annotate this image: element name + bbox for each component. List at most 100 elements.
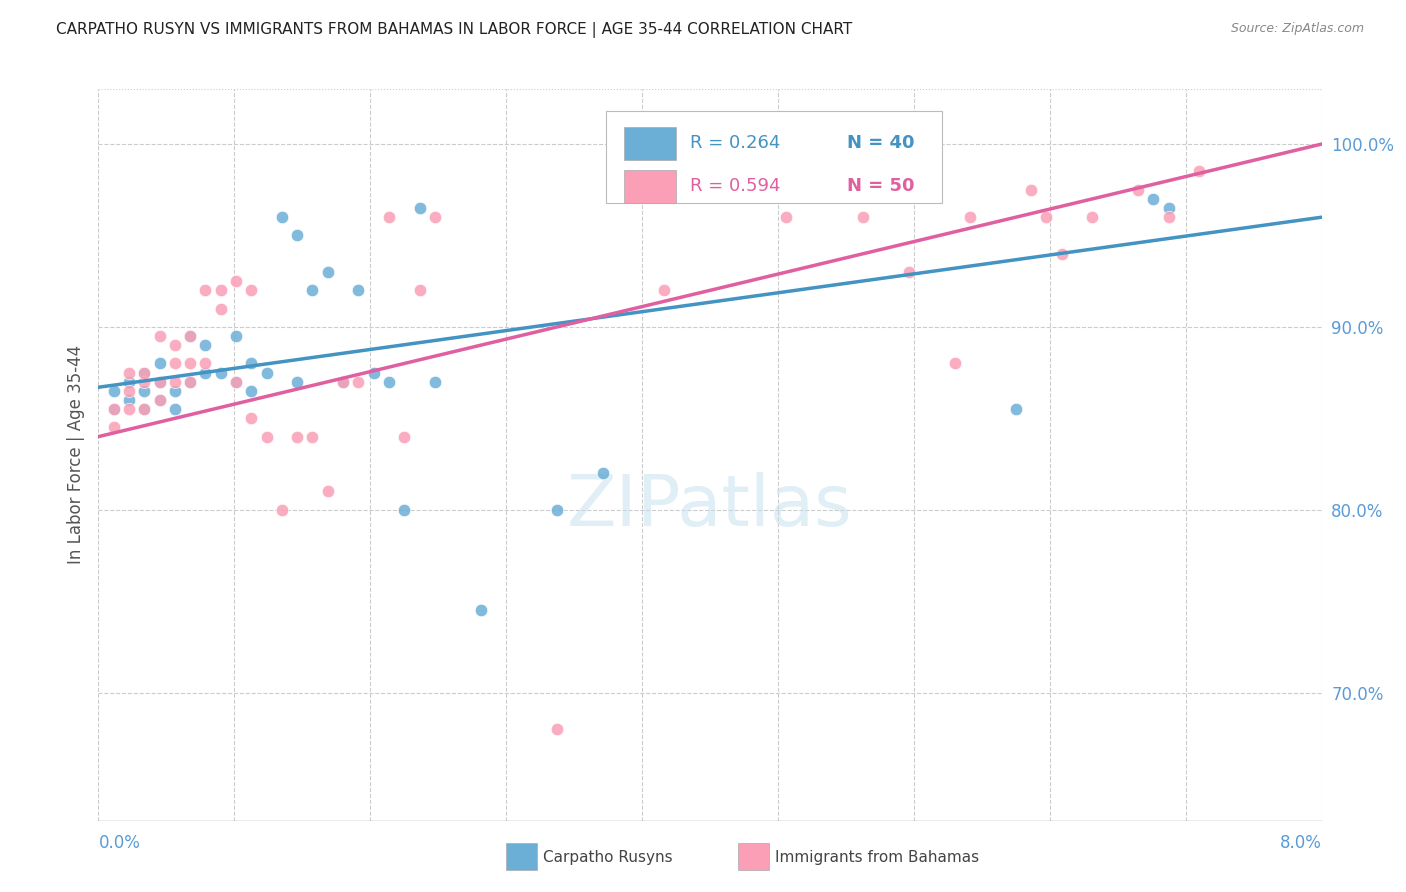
Text: R = 0.264: R = 0.264 [690, 134, 780, 153]
Point [179, 375, 201, 389]
Point [1081, 211, 1104, 225]
Text: CARPATHO RUSYN VS IMMIGRANTS FROM BAHAMAS IN LABOR FORCE | AGE 35-44 CORRELATION: CARPATHO RUSYN VS IMMIGRANTS FROM BAHAMA… [56, 22, 852, 38]
Point [332, 375, 354, 389]
Point [652, 284, 675, 298]
Point [256, 366, 278, 380]
Point [959, 211, 981, 225]
Point [378, 211, 401, 225]
Point [1157, 211, 1180, 225]
Point [149, 392, 172, 407]
Point [194, 338, 217, 352]
Point [347, 375, 370, 389]
Text: N = 40: N = 40 [846, 134, 914, 153]
Bar [624, 127, 676, 160]
Point [149, 329, 172, 343]
Point [134, 402, 156, 417]
Point [1035, 211, 1057, 225]
Point [134, 366, 156, 380]
Point [118, 384, 141, 398]
Text: 0.0%: 0.0% [98, 834, 141, 852]
Point [149, 392, 172, 407]
Point [256, 430, 278, 444]
Point [209, 366, 232, 380]
Point [285, 228, 308, 243]
Point [1050, 247, 1073, 261]
Point [378, 375, 401, 389]
Text: ZIPatlas: ZIPatlas [567, 472, 853, 541]
Point [194, 284, 217, 298]
Point [163, 384, 186, 398]
Point [209, 301, 232, 316]
Point [240, 284, 263, 298]
Point [1188, 164, 1211, 178]
Point [163, 356, 186, 371]
Text: Immigrants from Bahamas: Immigrants from Bahamas [775, 850, 979, 864]
Point [194, 356, 217, 371]
Bar [606, 112, 942, 202]
Point [163, 338, 186, 352]
Point [316, 484, 339, 499]
Point [240, 356, 263, 371]
Point [240, 384, 263, 398]
Point [270, 502, 294, 516]
Point [1142, 192, 1164, 206]
Point [270, 211, 294, 225]
Point [285, 430, 308, 444]
Point [149, 375, 172, 389]
Point [134, 366, 156, 380]
Point [118, 402, 141, 417]
Point [118, 392, 141, 407]
Point [408, 201, 430, 215]
Point [592, 467, 614, 481]
Point [179, 375, 201, 389]
Point [134, 402, 156, 417]
Text: N = 50: N = 50 [846, 178, 914, 195]
Point [225, 329, 247, 343]
Point [118, 366, 141, 380]
Point [301, 284, 323, 298]
Y-axis label: In Labor Force | Age 35-44: In Labor Force | Age 35-44 [66, 345, 84, 565]
Point [149, 375, 172, 389]
Point [103, 384, 125, 398]
Point [163, 375, 186, 389]
Point [546, 502, 568, 516]
Point [134, 384, 156, 398]
Text: R = 0.594: R = 0.594 [690, 178, 780, 195]
Point [1128, 183, 1150, 197]
Point [225, 375, 247, 389]
Point [347, 284, 370, 298]
Point [1019, 183, 1042, 197]
Point [103, 402, 125, 417]
Point [852, 211, 875, 225]
Point [423, 375, 446, 389]
Point [103, 402, 125, 417]
Point [179, 329, 201, 343]
Text: Carpatho Rusyns: Carpatho Rusyns [543, 850, 672, 864]
Point [225, 274, 247, 288]
Point [897, 265, 920, 279]
Point [546, 722, 568, 736]
Point [225, 375, 247, 389]
Bar [624, 169, 676, 202]
Point [470, 603, 492, 617]
Point [1157, 201, 1180, 215]
Point [209, 284, 232, 298]
Point [301, 430, 323, 444]
Point [363, 366, 385, 380]
Point [134, 375, 156, 389]
Point [285, 375, 308, 389]
Point [392, 430, 416, 444]
Point [1004, 402, 1026, 417]
Point [775, 211, 797, 225]
Text: 8.0%: 8.0% [1279, 834, 1322, 852]
Point [332, 375, 354, 389]
Point [103, 420, 125, 434]
Point [408, 284, 430, 298]
Point [194, 366, 217, 380]
Point [316, 265, 339, 279]
Point [179, 329, 201, 343]
Text: Source: ZipAtlas.com: Source: ZipAtlas.com [1230, 22, 1364, 36]
Point [423, 211, 446, 225]
Point [118, 375, 141, 389]
Point [179, 356, 201, 371]
